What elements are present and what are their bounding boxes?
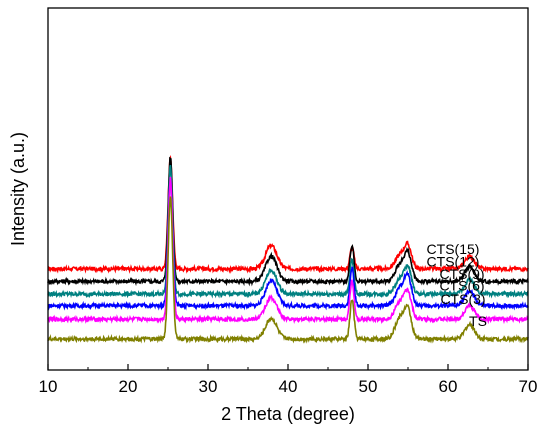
series-label-cts6: CTS(6) <box>439 278 484 294</box>
x-axis-title: 2 Theta (degree) <box>221 404 355 424</box>
x-tick-label: 60 <box>439 377 458 396</box>
series-labels: CTS(15)CTS(12)CTS(9)CTS(6)CTS(3) TS <box>427 241 487 329</box>
x-tick-label: 20 <box>119 377 138 396</box>
x-tick-label: 40 <box>279 377 298 396</box>
series-label-cts3: CTS(3) <box>440 291 485 307</box>
series-line-ts <box>47 196 529 344</box>
x-tick-label: 30 <box>199 377 218 396</box>
series-label-ts: TS <box>469 313 487 329</box>
series-line-cts9 <box>47 164 529 299</box>
x-tick-label: 10 <box>39 377 58 396</box>
series-layer <box>47 154 529 344</box>
series-label-cts9: CTS(9) <box>439 266 484 282</box>
y-axis-title: Intensity (a.u.) <box>8 132 28 246</box>
series-label-cts15: CTS(15) <box>427 241 480 257</box>
series-line-cts3 <box>47 176 529 325</box>
x-tick-label: 50 <box>359 377 378 396</box>
x-axis-ticks: 10 20 30 40 50 60 70 <box>39 364 538 396</box>
series-line-cts15 <box>47 154 529 274</box>
series-line-cts12 <box>47 156 529 287</box>
series-line-cts6 <box>47 180 529 311</box>
plot-frame <box>47 7 529 371</box>
x-tick-label: 70 <box>519 377 538 396</box>
series-label-cts12: CTS(12) <box>427 253 480 269</box>
